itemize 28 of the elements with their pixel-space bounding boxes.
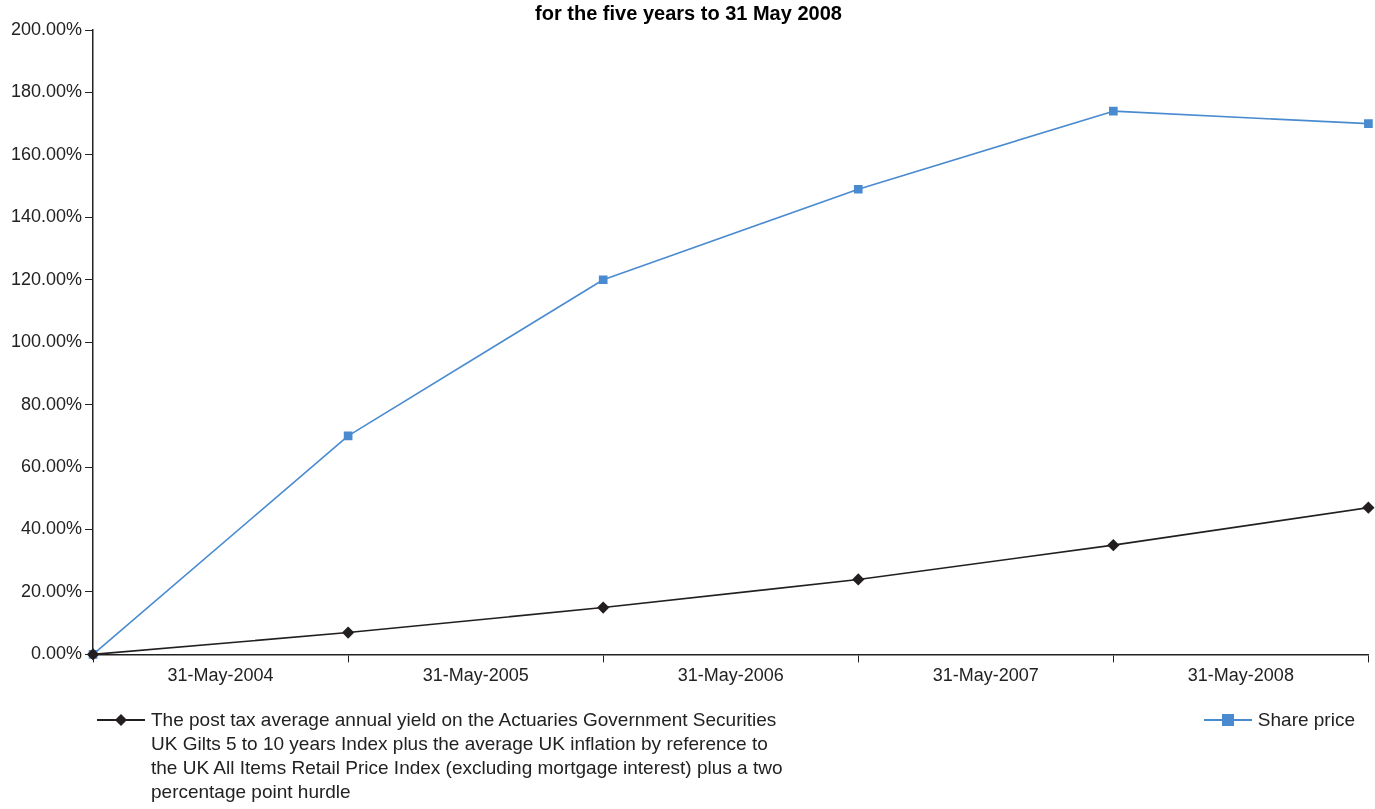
- y-tick-label: 100.00%: [11, 331, 83, 352]
- x-tick-label: 31-May-2004: [167, 665, 274, 686]
- y-tick-label: 40.00%: [21, 518, 83, 539]
- point: [597, 601, 609, 614]
- legend-label: The post tax average annual yield on the Actuaries Government Securities UK Gilts 5 to 10 years Index plus the average UK inflation by reference to the UK All Items Retail Price Index (excluding mortgage interest) plus a two percentage point hurdle: [151, 708, 784, 804]
- point: [1364, 119, 1373, 128]
- legend-label: Share price: [1257, 708, 1355, 732]
- x-tick-label: 31-May-2007: [932, 665, 1039, 686]
- chart-title: for the five years to 31 May 2008: [535, 1, 842, 24]
- y-tick-label: 0.00%: [31, 643, 83, 664]
- x-tick-label: 31-May-2008: [1187, 665, 1294, 686]
- point: [598, 275, 608, 285]
- y-tick-label: 20.00%: [21, 580, 83, 601]
- y-tick-label: 180.00%: [11, 81, 83, 102]
- y-tick-label: 140.00%: [11, 206, 83, 227]
- x-tick-label: 31-May-2006: [677, 665, 784, 686]
- point: [1107, 539, 1120, 551]
- y-tick-label: 120.00%: [11, 268, 83, 289]
- y-tick-label: 80.00%: [21, 393, 83, 414]
- y-tick-label: 160.00%: [11, 143, 83, 164]
- y-tick-label: 200.00%: [11, 18, 83, 39]
- point: [853, 184, 863, 194]
- point: [852, 573, 865, 586]
- y-tick-label: 60.00%: [21, 456, 83, 477]
- x-tick-label: 31-May-2005: [422, 665, 529, 686]
- point: [342, 626, 354, 639]
- point: [1362, 501, 1375, 514]
- point: [1109, 106, 1118, 116]
